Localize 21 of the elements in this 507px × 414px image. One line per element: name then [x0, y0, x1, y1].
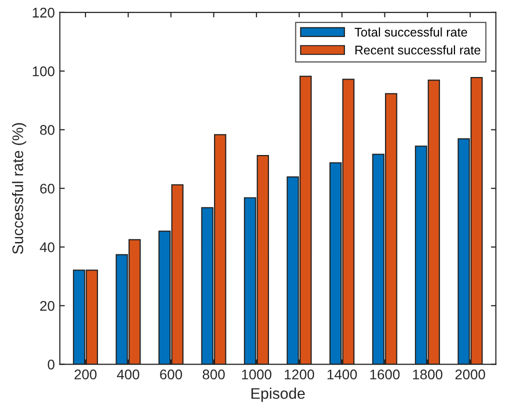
- legend-label: Recent successful rate: [355, 45, 480, 55]
- x-tick-label: 1200: [284, 370, 314, 380]
- y-tick-label: 100: [32, 66, 54, 76]
- x-tick-label: 1000: [242, 370, 272, 380]
- legend-label: Total successful rate: [354, 27, 468, 37]
- x-tick-label: 600: [160, 370, 182, 380]
- x-tick-label: 1400: [328, 370, 357, 380]
- x-tick-label: 800: [202, 370, 225, 380]
- x-tick-label: 2000: [455, 370, 486, 380]
- y-tick-label: 80: [40, 125, 54, 135]
- y-tick-label: 0: [48, 360, 54, 370]
- y-tick-label: 120: [32, 8, 54, 18]
- x-tick-label: 1600: [370, 370, 400, 380]
- x-tick-label: 400: [116, 370, 140, 380]
- x-axis-title: Episode: [251, 388, 305, 402]
- y-tick-label: 40: [40, 242, 54, 252]
- x-tick-label: 1800: [413, 370, 442, 380]
- y-tick-label: 20: [40, 301, 54, 311]
- y-axis-title: Successful rate (%): [12, 123, 26, 254]
- y-tick-label: 60: [40, 184, 54, 194]
- x-tick-label: 200: [74, 370, 97, 380]
